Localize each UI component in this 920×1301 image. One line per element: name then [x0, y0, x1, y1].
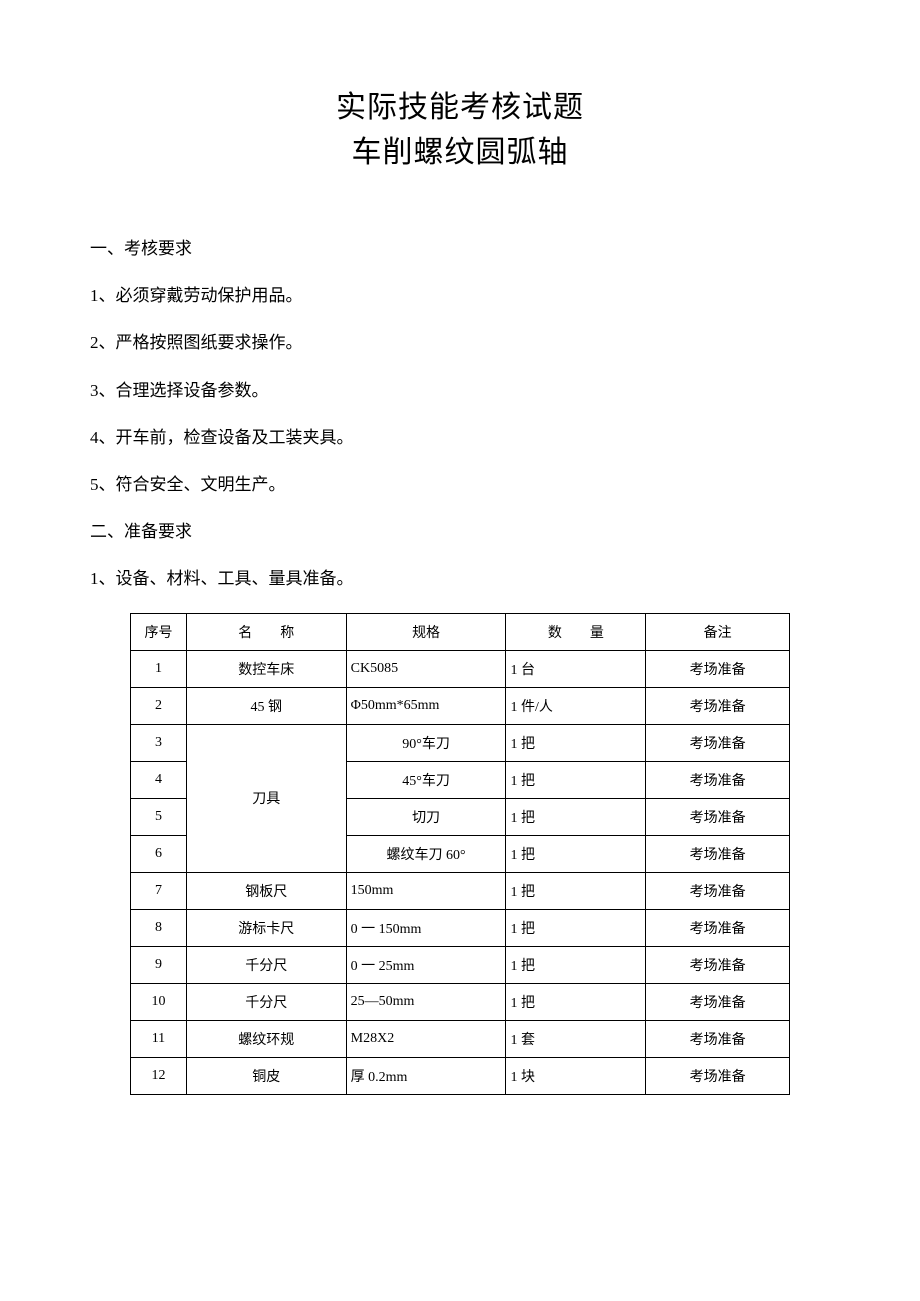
table-body: 1数控车床CK50851 台考场准备245 钢Φ50mm*65mm1 件/人考场…	[131, 650, 790, 1094]
cell-seq: 6	[131, 835, 187, 872]
cell-seq: 10	[131, 983, 187, 1020]
cell-qty: 1 把	[506, 835, 646, 872]
cell-seq: 12	[131, 1057, 187, 1094]
cell-qty: 1 把	[506, 761, 646, 798]
cell-name: 千分尺	[186, 983, 346, 1020]
cell-name: 45 钢	[186, 687, 346, 724]
cell-spec: 90°车刀	[346, 724, 506, 761]
cell-spec: 切刀	[346, 798, 506, 835]
cell-seq: 11	[131, 1020, 187, 1057]
cell-note: 考场准备	[646, 983, 790, 1020]
section1-item: 3、合理选择设备参数。	[90, 377, 830, 404]
cell-spec: 0 一 25mm	[346, 946, 506, 983]
cell-spec: 厚 0.2mm	[346, 1057, 506, 1094]
cell-qty: 1 把	[506, 983, 646, 1020]
cell-name: 刀具	[186, 724, 346, 872]
cell-name: 螺纹环规	[186, 1020, 346, 1057]
cell-note: 考场准备	[646, 872, 790, 909]
cell-qty: 1 把	[506, 946, 646, 983]
cell-spec: 150mm	[346, 872, 506, 909]
table-row: 1数控车床CK50851 台考场准备	[131, 650, 790, 687]
cell-seq: 8	[131, 909, 187, 946]
section1-item: 5、符合安全、文明生产。	[90, 471, 830, 498]
header-name: 名 称	[186, 613, 346, 650]
section2-intro: 1、设备、材料、工具、量具准备。	[90, 565, 830, 592]
header-spec: 规格	[346, 613, 506, 650]
cell-note: 考场准备	[646, 687, 790, 724]
cell-note: 考场准备	[646, 650, 790, 687]
cell-name: 钢板尺	[186, 872, 346, 909]
cell-spec: 0 一 150mm	[346, 909, 506, 946]
cell-spec: 25—50mm	[346, 983, 506, 1020]
cell-qty: 1 套	[506, 1020, 646, 1057]
cell-note: 考场准备	[646, 724, 790, 761]
section1-item: 1、必须穿戴劳动保护用品。	[90, 282, 830, 309]
section1-item: 2、严格按照图纸要求操作。	[90, 329, 830, 356]
cell-note: 考场准备	[646, 909, 790, 946]
equipment-table: 序号 名 称 规格 数 量 备注 1数控车床CK50851 台考场准备245 钢…	[130, 613, 790, 1095]
section1-item: 4、开车前，检查设备及工装夹具。	[90, 424, 830, 451]
title-line-1: 实际技能考核试题	[90, 85, 830, 130]
cell-note: 考场准备	[646, 835, 790, 872]
cell-note: 考场准备	[646, 798, 790, 835]
cell-note: 考场准备	[646, 761, 790, 798]
equipment-table-wrap: 序号 名 称 规格 数 量 备注 1数控车床CK50851 台考场准备245 钢…	[90, 613, 830, 1095]
table-row: 3刀具90°车刀1 把考场准备	[131, 724, 790, 761]
cell-note: 考场准备	[646, 946, 790, 983]
cell-seq: 2	[131, 687, 187, 724]
header-seq: 序号	[131, 613, 187, 650]
cell-qty: 1 台	[506, 650, 646, 687]
cell-seq: 5	[131, 798, 187, 835]
table-row: 245 钢Φ50mm*65mm1 件/人考场准备	[131, 687, 790, 724]
header-note: 备注	[646, 613, 790, 650]
cell-note: 考场准备	[646, 1057, 790, 1094]
section1-heading: 一、考核要求	[90, 235, 830, 262]
table-row: 10千分尺25—50mm1 把考场准备	[131, 983, 790, 1020]
cell-qty: 1 把	[506, 798, 646, 835]
cell-name: 千分尺	[186, 946, 346, 983]
table-header-row: 序号 名 称 规格 数 量 备注	[131, 613, 790, 650]
cell-seq: 3	[131, 724, 187, 761]
cell-qty: 1 把	[506, 872, 646, 909]
table-row: 8游标卡尺0 一 150mm1 把考场准备	[131, 909, 790, 946]
cell-name: 游标卡尺	[186, 909, 346, 946]
cell-seq: 1	[131, 650, 187, 687]
cell-seq: 4	[131, 761, 187, 798]
cell-spec: CK5085	[346, 650, 506, 687]
table-row: 11螺纹环规M28X21 套考场准备	[131, 1020, 790, 1057]
cell-qty: 1 把	[506, 909, 646, 946]
table-row: 7钢板尺150mm1 把考场准备	[131, 872, 790, 909]
document-title: 实际技能考核试题 车削螺纹圆弧轴	[90, 85, 830, 175]
cell-note: 考场准备	[646, 1020, 790, 1057]
cell-name: 数控车床	[186, 650, 346, 687]
header-qty: 数 量	[506, 613, 646, 650]
table-row: 12铜皮厚 0.2mm1 块考场准备	[131, 1057, 790, 1094]
cell-qty: 1 块	[506, 1057, 646, 1094]
cell-spec: Φ50mm*65mm	[346, 687, 506, 724]
section2-heading: 二、准备要求	[90, 518, 830, 545]
cell-spec: M28X2	[346, 1020, 506, 1057]
cell-qty: 1 把	[506, 724, 646, 761]
cell-name: 铜皮	[186, 1057, 346, 1094]
table-row: 9千分尺0 一 25mm1 把考场准备	[131, 946, 790, 983]
cell-seq: 9	[131, 946, 187, 983]
cell-qty: 1 件/人	[506, 687, 646, 724]
cell-spec: 45°车刀	[346, 761, 506, 798]
title-line-2: 车削螺纹圆弧轴	[90, 130, 830, 175]
cell-seq: 7	[131, 872, 187, 909]
cell-spec: 螺纹车刀 60°	[346, 835, 506, 872]
